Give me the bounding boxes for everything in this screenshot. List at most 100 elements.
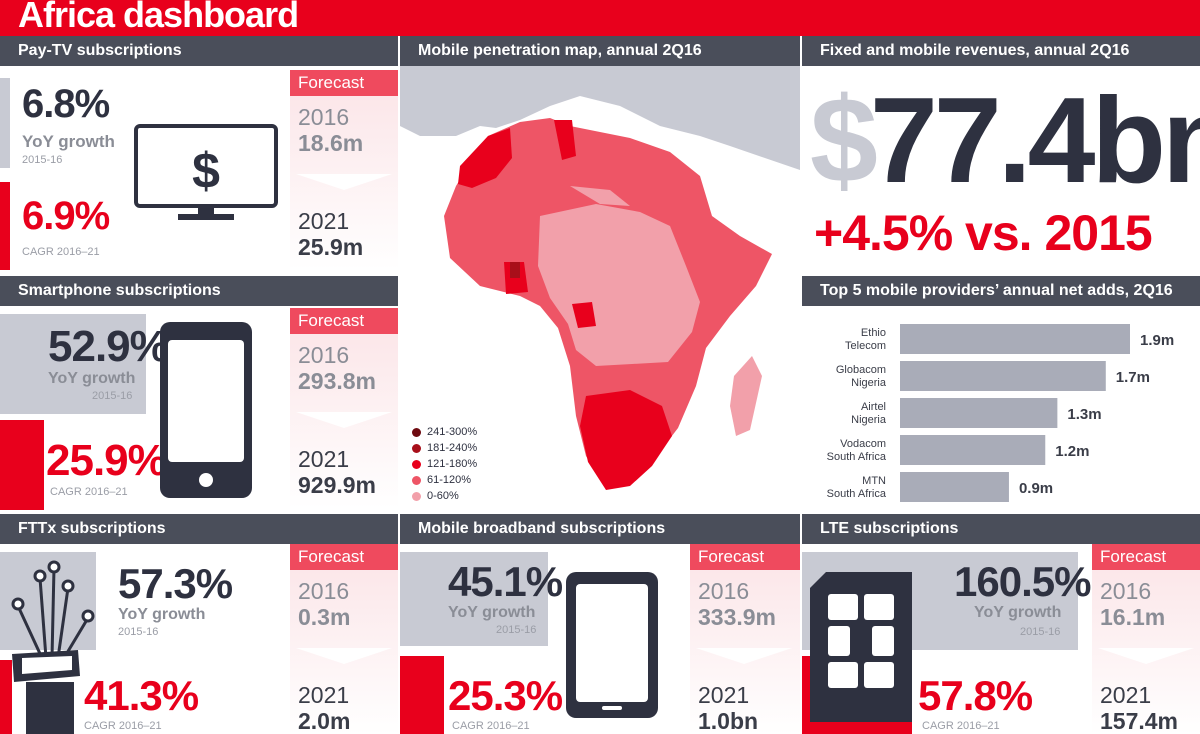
yoy-bar	[0, 78, 10, 168]
map-header: Mobile penetration map, annual 2Q16	[398, 36, 804, 66]
paytv-cagr-label: CAGR 2016–21	[22, 246, 100, 258]
africa-121-180-region-gabon	[572, 302, 596, 328]
bar	[900, 324, 1130, 354]
revenue-header: Fixed and mobile revenues, annual 2Q16	[800, 36, 1200, 66]
africa-0-60-region-north	[570, 186, 630, 206]
mbb-header: Mobile broadband subscriptions	[398, 514, 804, 544]
chart-panel: Ethio Telecom 1.9m Globacom Nigeria 1.7m Airte…	[802, 306, 1200, 514]
smartphone-f2-value: 929.9m	[298, 472, 377, 498]
smartphone-cagr-value: 25.9%	[46, 436, 167, 485]
cagr-bar	[400, 656, 444, 734]
smartphone-forecast-label: Forecast	[290, 308, 398, 334]
lte-f1-value: 16.1m	[1100, 604, 1166, 630]
bar-category-label: Globacom	[836, 364, 886, 376]
title-bar: Africa dashboard	[0, 0, 1200, 36]
arrow-down-icon	[696, 648, 792, 664]
smartphone-forecast: Forecast 2016 293.8m 2021 929.9m	[290, 308, 398, 508]
legend-label-2: 181-240%	[427, 442, 478, 454]
bar-category-label: Vodacom	[840, 438, 886, 450]
paytv-yoy-period: 2015-16	[22, 154, 63, 166]
revenue-change: +4.5% vs. 2015	[814, 205, 1153, 261]
bar	[900, 472, 1009, 502]
tablet-icon	[564, 570, 660, 725]
fiber-icon	[8, 558, 98, 734]
mbb-cagr-label: CAGR 2016–21	[452, 720, 530, 732]
tv-dollar-icon: $	[134, 124, 278, 229]
smartphone-f1-year: 2016	[298, 342, 350, 368]
mbb-f2-value: 1.0bn	[698, 708, 759, 734]
smartphone-f1-value: 293.8m	[298, 368, 377, 394]
lte-f2-year: 2021	[1100, 682, 1152, 708]
bar-value-label: 0.9m	[1019, 480, 1053, 497]
surrounding-landmass	[400, 66, 800, 170]
fttx-cagr-value: 41.3%	[84, 672, 199, 719]
fttx-yoy-label: YoY growth	[118, 606, 206, 623]
africa-121-180-region-north	[554, 120, 576, 160]
smartphone-panel: 52.9% YoY growth 2015-16 25.9% CAGR 2016…	[0, 306, 398, 510]
yoy-bar	[0, 314, 146, 414]
paytv-forecast: Forecast 2016 18.6m 2021 25.9m	[290, 70, 398, 270]
lte-forecast: Forecast 2016 16.1m 2021 157.4m	[1092, 544, 1200, 734]
africa-121-180-region-northwest	[458, 128, 512, 188]
fttx-yoy-value: 57.3%	[118, 560, 233, 607]
legend-swatch	[412, 475, 421, 485]
paytv-yoy-label: YoY growth	[22, 132, 115, 151]
paytv-forecast-label: Forecast	[290, 70, 398, 96]
fttx-f1-value: 0.3m	[298, 604, 351, 630]
legend-label-1: 241-300%	[427, 426, 478, 438]
africa-121-180-region-south	[580, 390, 672, 490]
arrow-down-icon	[296, 412, 392, 428]
paytv-f2-value: 25.9m	[298, 234, 364, 260]
paytv-yoy-value: 6.8%	[22, 82, 110, 126]
page-title: Africa dashboard	[18, 0, 299, 35]
revenue-dollar-sign: $	[810, 72, 878, 208]
mbb-yoy-value: 45.1%	[448, 558, 563, 605]
paytv-f1-value: 18.6m	[298, 130, 364, 156]
fttx-forecast-label: Forecast	[290, 544, 398, 570]
yoy-bar	[400, 552, 548, 646]
cagr-bar	[0, 660, 12, 734]
bar-category-label: South Africa	[827, 451, 887, 463]
smartphone-yoy-period: 2015-16	[92, 390, 133, 402]
bar-category-label: South Africa	[827, 488, 887, 500]
mbb-yoy-period: 2015-16	[496, 624, 537, 636]
arrow-down-icon	[296, 174, 392, 190]
sim-card-icon	[806, 572, 916, 727]
bar-category-label: Ethio	[861, 327, 886, 339]
fttx-header: FTTx subscriptions	[0, 514, 398, 544]
legend-swatch	[412, 427, 421, 437]
smartphone-header: Smartphone subscriptions	[0, 276, 398, 306]
lte-cagr-value: 57.8%	[918, 672, 1033, 719]
mbb-panel: 45.1% YoY growth 2015-16 25.3% CAGR 2016…	[400, 544, 800, 734]
lte-f1-year: 2016	[1100, 578, 1152, 604]
mbb-f1-value: 333.9m	[698, 604, 777, 630]
paytv-f2-year: 2021	[298, 208, 350, 234]
arrow-down-icon	[1098, 648, 1194, 664]
legend-swatch	[412, 443, 421, 453]
mbb-yoy-label: YoY growth	[448, 604, 536, 621]
lte-panel: 160.5% YoY growth 2015-16 57.8% CAGR 201…	[802, 544, 1200, 734]
fttx-f2-year: 2021	[298, 682, 350, 708]
bar-category-label: Telecom	[845, 340, 886, 352]
revenue-panel: $ 77.4bn +4.5% vs. 2015	[802, 66, 1200, 276]
paytv-f1-year: 2016	[298, 104, 350, 130]
legend-swatch	[412, 459, 421, 469]
bar	[900, 361, 1106, 391]
madagascar	[730, 356, 762, 436]
mbb-f2-year: 2021	[698, 682, 750, 708]
bar	[900, 435, 1046, 465]
smartphone-icon	[158, 320, 254, 505]
paytv-cagr-value: 6.9%	[22, 194, 110, 238]
cagr-bar	[0, 182, 10, 270]
map-panel: 241-300% 181-240% 121-180% 61-120% 0-60%	[400, 66, 800, 514]
cagr-bar	[0, 420, 44, 510]
bar-category-label: Nigeria	[851, 414, 887, 426]
fttx-panel: 57.3% YoY growth 2015-16 41.3% CAGR 2016…	[0, 544, 398, 734]
bar	[900, 398, 1058, 428]
paytv-panel: 6.8% YoY growth 2015-16 6.9% CAGR 2016–2…	[0, 66, 398, 270]
smartphone-yoy-label: YoY growth	[48, 370, 136, 387]
lte-cagr-label: CAGR 2016–21	[922, 720, 1000, 732]
arrow-down-icon	[296, 648, 392, 664]
bar-category-label: MTN	[862, 475, 886, 487]
